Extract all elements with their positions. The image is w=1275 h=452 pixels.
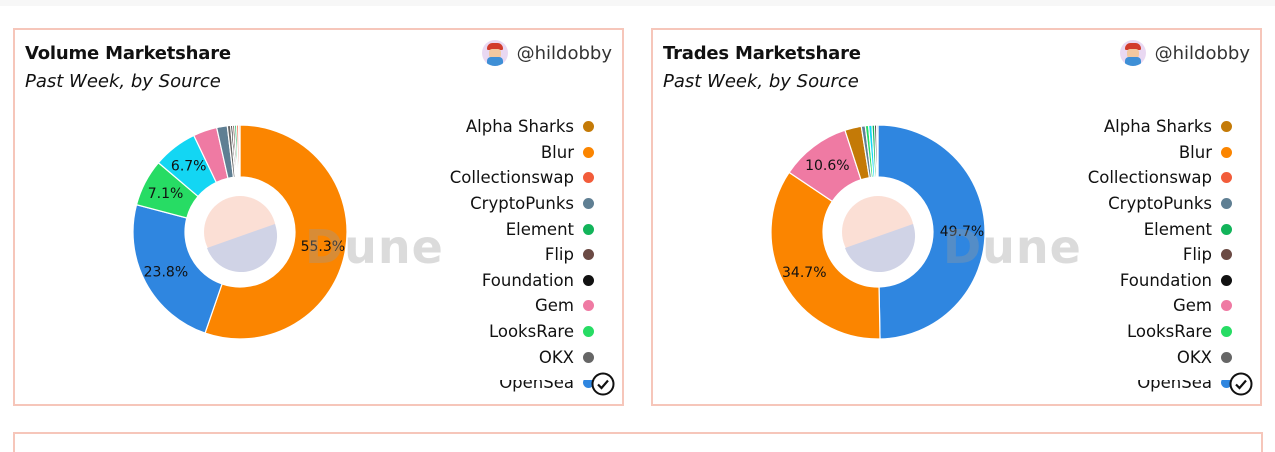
- legend-item[interactable]: Gem: [1088, 293, 1232, 319]
- chart-legend: Alpha Sharks Blur Collectionswap CryptoPunk…: [450, 114, 594, 396]
- legend-label: Collectionswap: [1087, 168, 1212, 188]
- legend-item[interactable]: Foundation: [1088, 268, 1232, 294]
- pie-slice-opensea[interactable]: [877, 124, 986, 340]
- pie-slice-alpha-sharks[interactable]: [238, 124, 241, 178]
- legend-item[interactable]: CryptoPunks: [450, 191, 594, 217]
- legend-swatch: [583, 198, 594, 210]
- legend-item[interactable]: CryptoPunks: [1088, 191, 1232, 217]
- legend-item[interactable]: Alpha Sharks: [1088, 114, 1232, 140]
- legend-item[interactable]: Flip: [450, 242, 594, 268]
- legend-item[interactable]: Collectionswap: [1088, 165, 1232, 191]
- legend-swatch: [583, 274, 594, 286]
- avatar: [1119, 40, 1146, 66]
- legend-label: Collectionswap: [449, 168, 574, 188]
- card-subtitle: Past Week, by Source: [25, 71, 221, 92]
- slice-data-label: 34.7%: [782, 265, 826, 281]
- legend-label: Gem: [1172, 296, 1212, 316]
- dune-watermark: Dune: [943, 220, 1082, 274]
- legend-label: Alpha Sharks: [1103, 117, 1212, 137]
- donut-chart: 49.7% 34.7% 10.6%: [770, 124, 986, 340]
- card-subtitle: Past Week, by Source: [663, 71, 859, 92]
- legend-item[interactable]: Element: [1088, 216, 1232, 242]
- legend-swatch: [583, 377, 594, 389]
- legend-swatch: [583, 223, 594, 235]
- legend-swatch: [583, 121, 594, 133]
- legend-label: CryptoPunks: [1108, 194, 1212, 214]
- legend-label: Flip: [1182, 245, 1212, 265]
- legend-item[interactable]: Element: [450, 216, 594, 242]
- next-panel: [13, 432, 1263, 452]
- card-title: Volume Marketshare: [25, 43, 231, 64]
- legend-swatch: [1221, 121, 1232, 133]
- legend-swatch: [1221, 249, 1232, 261]
- checkmark-icon[interactable]: [591, 372, 615, 400]
- legend-swatch: [583, 146, 594, 158]
- slice-data-label: 6.7%: [171, 158, 207, 174]
- legend-swatch: [1221, 326, 1232, 338]
- top-strip: [0, 0, 1275, 6]
- legend-swatch: [1221, 377, 1232, 389]
- card-title: Trades Marketshare: [663, 43, 861, 64]
- legend-label: CryptoPunks: [470, 194, 574, 214]
- legend-label: OKX: [538, 347, 574, 367]
- legend-swatch: [1221, 223, 1232, 235]
- legend-item[interactable]: Alpha Sharks: [450, 114, 594, 140]
- legend-item[interactable]: OKX: [1088, 344, 1232, 370]
- legend-label: Blur: [1178, 142, 1212, 162]
- checkmark-icon[interactable]: [1229, 372, 1253, 400]
- pie-slice-blur[interactable]: [770, 171, 881, 340]
- pie-slice-blur[interactable]: [204, 124, 348, 340]
- legend-label: Blur: [540, 142, 574, 162]
- legend-swatch: [1221, 146, 1232, 158]
- legend-swatch: [583, 172, 594, 184]
- legend-swatch: [1221, 351, 1232, 363]
- legend-label: Foundation: [1119, 270, 1212, 290]
- dune-logo-icon: [204, 196, 278, 273]
- legend-swatch: [583, 300, 594, 312]
- author-handle: @hildobby: [516, 42, 612, 64]
- dune-logo-icon: [842, 196, 916, 273]
- legend-swatch: [583, 326, 594, 338]
- slice-data-label: 7.1%: [148, 186, 184, 202]
- legend-label: Foundation: [481, 270, 574, 290]
- legend-label: LooksRare: [1126, 322, 1212, 342]
- author-link[interactable]: @hildobby: [1119, 40, 1250, 66]
- legend-item[interactable]: Collectionswap: [450, 165, 594, 191]
- legend-label: OKX: [1176, 347, 1212, 367]
- author-link[interactable]: @hildobby: [481, 40, 612, 66]
- legend-label: Element: [505, 219, 574, 239]
- legend-item[interactable]: OKX: [450, 344, 594, 370]
- legend-swatch: [1221, 172, 1232, 184]
- legend-item[interactable]: Blur: [450, 140, 594, 166]
- donut-chart: 55.3% 23.8% 7.1% 6.7%: [132, 124, 348, 340]
- legend-item[interactable]: LooksRare: [1088, 319, 1232, 345]
- legend-item[interactable]: Foundation: [450, 268, 594, 294]
- legend-swatch: [1221, 300, 1232, 312]
- author-handle: @hildobby: [1154, 42, 1250, 64]
- slice-data-label: 23.8%: [144, 265, 188, 281]
- volume-marketshare-card: Volume Marketshare Past Week, by Source …: [13, 28, 624, 406]
- dune-watermark: Dune: [305, 220, 444, 274]
- legend-swatch: [1221, 198, 1232, 210]
- slice-data-label: 10.6%: [805, 158, 849, 174]
- slice-data-label: 49.7%: [940, 224, 984, 240]
- pie-slice-okx[interactable]: [876, 124, 879, 178]
- legend-swatch: [583, 351, 594, 363]
- chart-legend: Alpha Sharks Blur Collectionswap CryptoPunk…: [1088, 114, 1232, 396]
- legend-label: Element: [1143, 219, 1212, 239]
- slice-data-label: 55.3%: [301, 239, 345, 255]
- legend-label: Flip: [544, 245, 574, 265]
- legend-label: Gem: [534, 296, 574, 316]
- legend-item[interactable]: Blur: [1088, 140, 1232, 166]
- legend-label: Alpha Sharks: [465, 117, 574, 137]
- legend-swatch: [583, 249, 594, 261]
- legend-swatch: [1221, 274, 1232, 286]
- legend-item[interactable]: LooksRare: [450, 319, 594, 345]
- legend-item[interactable]: Gem: [450, 293, 594, 319]
- pie-slice-opensea[interactable]: [132, 204, 223, 334]
- legend-item[interactable]: Flip: [1088, 242, 1232, 268]
- avatar: [481, 40, 508, 66]
- trades-marketshare-card: Trades Marketshare Past Week, by Source …: [651, 28, 1262, 406]
- legend-label: LooksRare: [488, 322, 574, 342]
